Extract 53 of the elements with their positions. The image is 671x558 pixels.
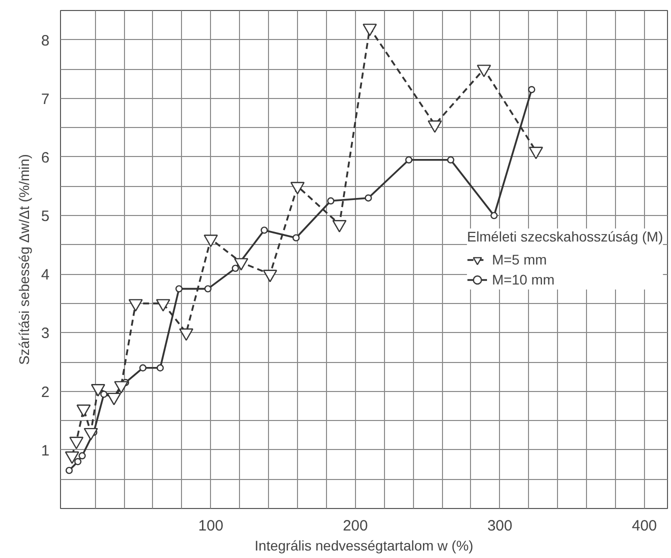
point [204,285,212,292]
point [364,194,372,202]
point [528,86,536,94]
y-tick-label: 6 [41,149,50,166]
point [156,299,170,312]
point [292,234,300,242]
point [175,285,183,292]
point [106,392,122,406]
x-axis-title: Integrális nedvességtartalom w (%) [254,538,474,554]
legend-label: M=5 mm [492,252,547,268]
y-tick-label: 3 [41,325,50,342]
point [528,146,544,160]
point [428,120,442,133]
point [66,466,73,474]
point [362,24,377,36]
point [100,390,108,398]
x-tick-label: 200 [342,518,368,534]
point [232,264,239,272]
point [262,270,278,282]
y-tick-label: 8 [41,32,50,50]
y-tick-label: 4 [41,266,50,284]
point [128,299,143,312]
point [234,258,248,271]
point [204,234,218,248]
y-tick-label: 5 [41,208,50,226]
point [78,452,86,460]
point [447,156,454,164]
legend-title: Elméleti szecskahosszúság (M) [466,228,663,244]
x-tick-label: 300 [487,518,512,534]
point [74,458,82,466]
point [405,156,412,164]
x-tick-label: 400 [632,518,657,534]
point [90,384,106,396]
legend-label: M=10 mm [492,272,555,288]
y-tick-label: 2 [41,384,50,401]
point [490,212,498,220]
point [260,226,268,234]
point [179,328,194,341]
point [476,64,492,78]
point [69,436,84,450]
point [327,197,334,205]
y-axis-title: Szárítási sebesség Δw/Δt (%/min) [16,154,32,365]
point [114,381,128,394]
point [139,364,146,372]
point [84,428,98,440]
x-tick-label: 100 [198,518,224,534]
point [64,451,80,464]
point [156,364,164,372]
y-tick-label: 1 [41,442,50,460]
point [290,182,305,194]
point [76,404,91,418]
y-tick-label: 7 [41,90,50,108]
point [332,220,347,232]
